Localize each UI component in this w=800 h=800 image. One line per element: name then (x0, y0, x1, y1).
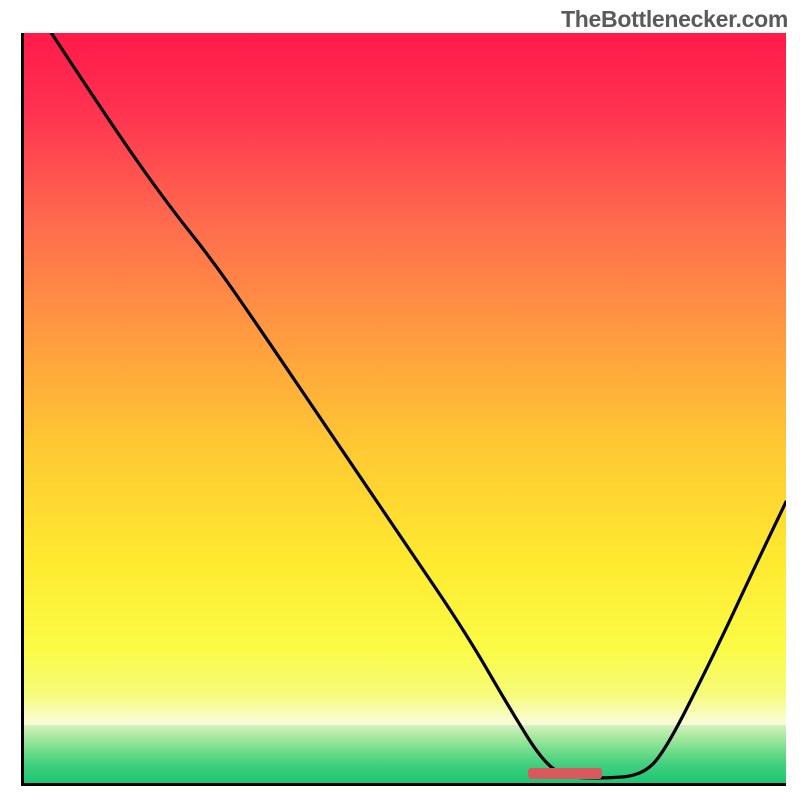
y-axis (21, 33, 24, 786)
optimum-marker (528, 768, 602, 779)
chart-container: { "attribution": { "text": "TheBottlenec… (0, 0, 800, 800)
bottleneck-curve (24, 33, 786, 783)
x-axis (21, 783, 786, 786)
plot-area (24, 33, 786, 783)
attribution-text: TheBottlenecker.com (561, 6, 788, 33)
